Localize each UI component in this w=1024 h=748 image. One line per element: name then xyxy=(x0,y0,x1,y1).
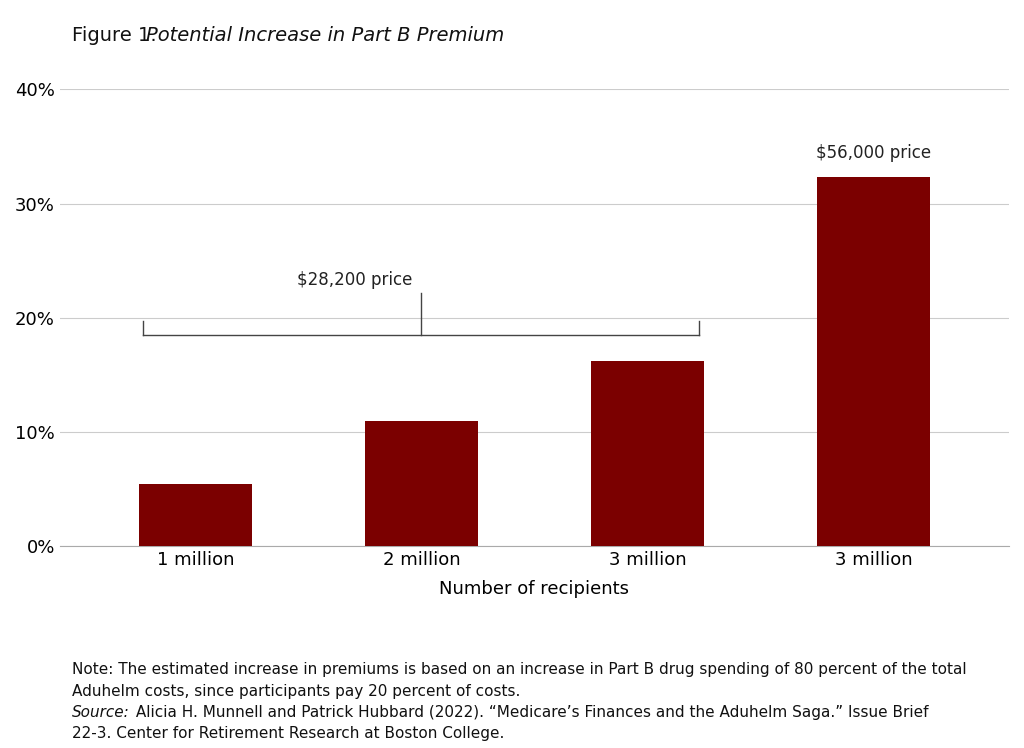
Bar xyxy=(139,483,252,546)
Bar xyxy=(591,361,703,546)
Text: Potential Increase in Part B Premium: Potential Increase in Part B Premium xyxy=(146,26,505,45)
Text: Alicia H. Munnell and Patrick Hubbard (2022). “Medicare’s Finances and the Aduhe: Alicia H. Munnell and Patrick Hubbard (2… xyxy=(131,705,929,720)
Text: $56,000 price: $56,000 price xyxy=(816,144,931,162)
X-axis label: Number of recipients: Number of recipients xyxy=(439,580,630,598)
Bar xyxy=(365,420,478,546)
Text: 22-3. Center for Retirement Research at Boston College.: 22-3. Center for Retirement Research at … xyxy=(72,726,504,741)
Text: Note: The estimated increase in premiums is based on an increase in Part B drug : Note: The estimated increase in premiums… xyxy=(72,662,967,677)
Text: Figure 1.: Figure 1. xyxy=(72,26,163,45)
Text: $28,200 price: $28,200 price xyxy=(297,272,413,289)
Bar xyxy=(817,177,930,546)
Text: Aduhelm costs, since participants pay 20 percent of costs.: Aduhelm costs, since participants pay 20… xyxy=(72,684,520,699)
Text: Source:: Source: xyxy=(72,705,129,720)
